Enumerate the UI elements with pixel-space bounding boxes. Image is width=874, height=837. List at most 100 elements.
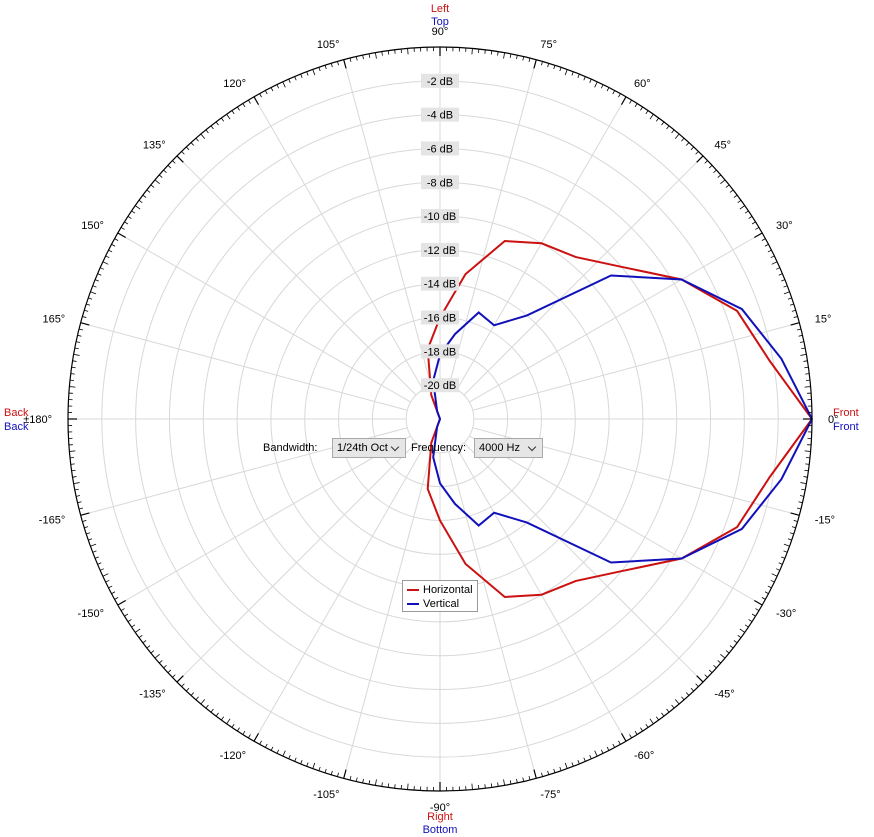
angle-tick xyxy=(82,316,87,318)
angle-tick xyxy=(108,249,113,253)
angle-tick xyxy=(99,568,104,571)
angle-tick xyxy=(142,194,147,198)
angle-tick xyxy=(172,674,176,678)
angle-tick xyxy=(111,591,116,594)
angle-tick xyxy=(685,692,690,696)
angle-label: 165° xyxy=(42,314,65,326)
angle-tick xyxy=(671,129,675,134)
angle-tick xyxy=(778,273,783,276)
angle-tick xyxy=(640,106,643,111)
angle-tick xyxy=(490,783,493,788)
angle-tick xyxy=(800,354,807,356)
angle-tick xyxy=(629,734,632,739)
angle-tick xyxy=(547,63,550,68)
angle-tick xyxy=(181,151,185,155)
direction-label-bottom-vertical: Bottom xyxy=(423,824,458,836)
angle-tick xyxy=(300,760,303,765)
angle-tick xyxy=(796,328,802,331)
angle-tick xyxy=(186,687,190,692)
angle-tick xyxy=(781,556,786,559)
angle-tick xyxy=(74,488,79,491)
angle-tick xyxy=(343,769,347,779)
angle-tick xyxy=(754,599,763,606)
angle-tick xyxy=(618,93,621,98)
angle-tick xyxy=(685,142,690,146)
angle-tick xyxy=(681,137,685,142)
angle-tick xyxy=(696,675,704,683)
angle-tick xyxy=(739,628,745,633)
angle-tick xyxy=(541,61,543,66)
angle-tick xyxy=(259,93,262,98)
angle-tick xyxy=(754,232,763,239)
angle-tick xyxy=(71,469,76,472)
angle-tick xyxy=(755,608,760,611)
angle-tick xyxy=(288,78,291,83)
angle-tick xyxy=(790,512,800,516)
angle-tick xyxy=(381,782,383,787)
angle-tick xyxy=(733,194,738,198)
angle-tick xyxy=(294,757,297,762)
bandwidth-value: 1/24th Oct xyxy=(337,442,388,454)
angle-tick xyxy=(186,146,190,151)
angle-tick xyxy=(387,783,390,788)
angle-tick xyxy=(176,155,184,163)
radial-label: -8 dB xyxy=(427,177,453,189)
angle-tick xyxy=(205,129,209,134)
angle-label: 60° xyxy=(634,78,651,90)
angle-tick xyxy=(343,59,347,69)
angle-label: 75° xyxy=(540,39,557,51)
radial-label-bg xyxy=(421,310,459,325)
frequency-select[interactable]: 4000 Hz xyxy=(474,438,543,458)
angle-tick xyxy=(801,347,806,350)
angle-tick xyxy=(509,780,512,785)
angle-tick xyxy=(111,244,116,247)
angle-tick xyxy=(215,121,219,126)
angle-tick xyxy=(270,746,274,751)
angle-tick xyxy=(764,244,769,247)
angle-tick xyxy=(114,597,119,600)
radial-label: -18 dB xyxy=(424,346,456,358)
angle-tick xyxy=(242,103,246,108)
angle-tick xyxy=(783,285,788,288)
angle-tick xyxy=(589,78,592,83)
angle-tick xyxy=(729,645,734,649)
angle-tick xyxy=(503,779,505,786)
radial-label: -16 dB xyxy=(424,313,456,325)
angle-tick xyxy=(76,341,81,343)
angle-tick xyxy=(210,708,214,713)
angle-tick xyxy=(124,221,129,225)
angle-tick xyxy=(497,782,499,787)
angle-label: 15° xyxy=(815,314,832,326)
angle-tick xyxy=(791,309,796,312)
angle-tick xyxy=(265,90,268,95)
legend-item-vertical: Vertical xyxy=(407,597,459,611)
angle-tick xyxy=(294,76,297,81)
direction-label-left-vertical: Back xyxy=(4,421,29,433)
angle-tick xyxy=(205,704,209,709)
angle-tick xyxy=(789,303,794,306)
angle-tick xyxy=(72,476,77,478)
frequency-label: Frequency: xyxy=(411,442,467,454)
radial-label-bg xyxy=(421,209,459,224)
angle-tick xyxy=(725,650,730,654)
angle-tick xyxy=(190,692,195,696)
direction-label-right-horizontal: Front xyxy=(833,407,859,419)
angle-tick xyxy=(739,205,745,210)
direction-label-right-vertical: Front xyxy=(833,421,859,433)
bandwidth-select[interactable]: 1/24th Oct xyxy=(332,438,406,458)
angle-tick xyxy=(362,55,364,60)
outer-ring-layer xyxy=(67,46,813,792)
angle-tick xyxy=(215,712,219,717)
angle-tick xyxy=(117,232,126,239)
angle-tick xyxy=(490,50,493,55)
angle-tick xyxy=(158,174,163,178)
angle-tick xyxy=(522,56,525,61)
angle-tick xyxy=(120,608,125,611)
angle-tick xyxy=(362,778,364,783)
radial-label-bg xyxy=(421,378,459,393)
angle-tick xyxy=(509,53,512,58)
angle-tick xyxy=(571,762,574,767)
radial-label: -12 dB xyxy=(424,245,456,257)
angle-tick xyxy=(801,488,806,491)
angle-label: ±180° xyxy=(23,414,52,426)
